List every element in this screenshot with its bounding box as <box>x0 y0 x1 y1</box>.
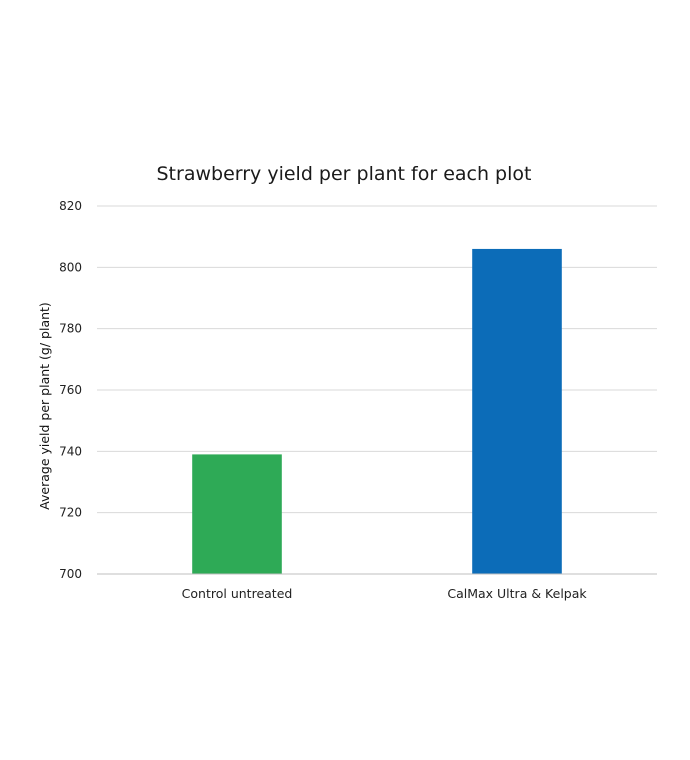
y-tick-label: 780 <box>59 322 82 336</box>
y-tick-label: 720 <box>59 506 82 520</box>
y-tick-label: 760 <box>59 383 82 397</box>
x-category-label: Control untreated <box>182 586 293 601</box>
x-axis-labels: Control untreated CalMax Ultra & Kelpak <box>182 586 588 601</box>
x-category-label: CalMax Ultra & Kelpak <box>447 586 587 601</box>
chart-title: Strawberry yield per plant for each plot <box>157 163 532 185</box>
y-tick-label: 800 <box>59 260 82 274</box>
y-axis-ticks: 700 720 740 760 780 800 820 <box>59 199 82 581</box>
bar-2 <box>472 248 562 574</box>
y-tick-label: 700 <box>59 567 82 581</box>
y-tick-label: 740 <box>59 444 82 458</box>
bar-1 <box>192 454 282 574</box>
y-tick-label: 820 <box>59 199 82 213</box>
y-axis-title: Average yield per plant (g/ plant) <box>37 302 52 510</box>
gridlines <box>97 205 657 514</box>
bars <box>192 248 562 574</box>
